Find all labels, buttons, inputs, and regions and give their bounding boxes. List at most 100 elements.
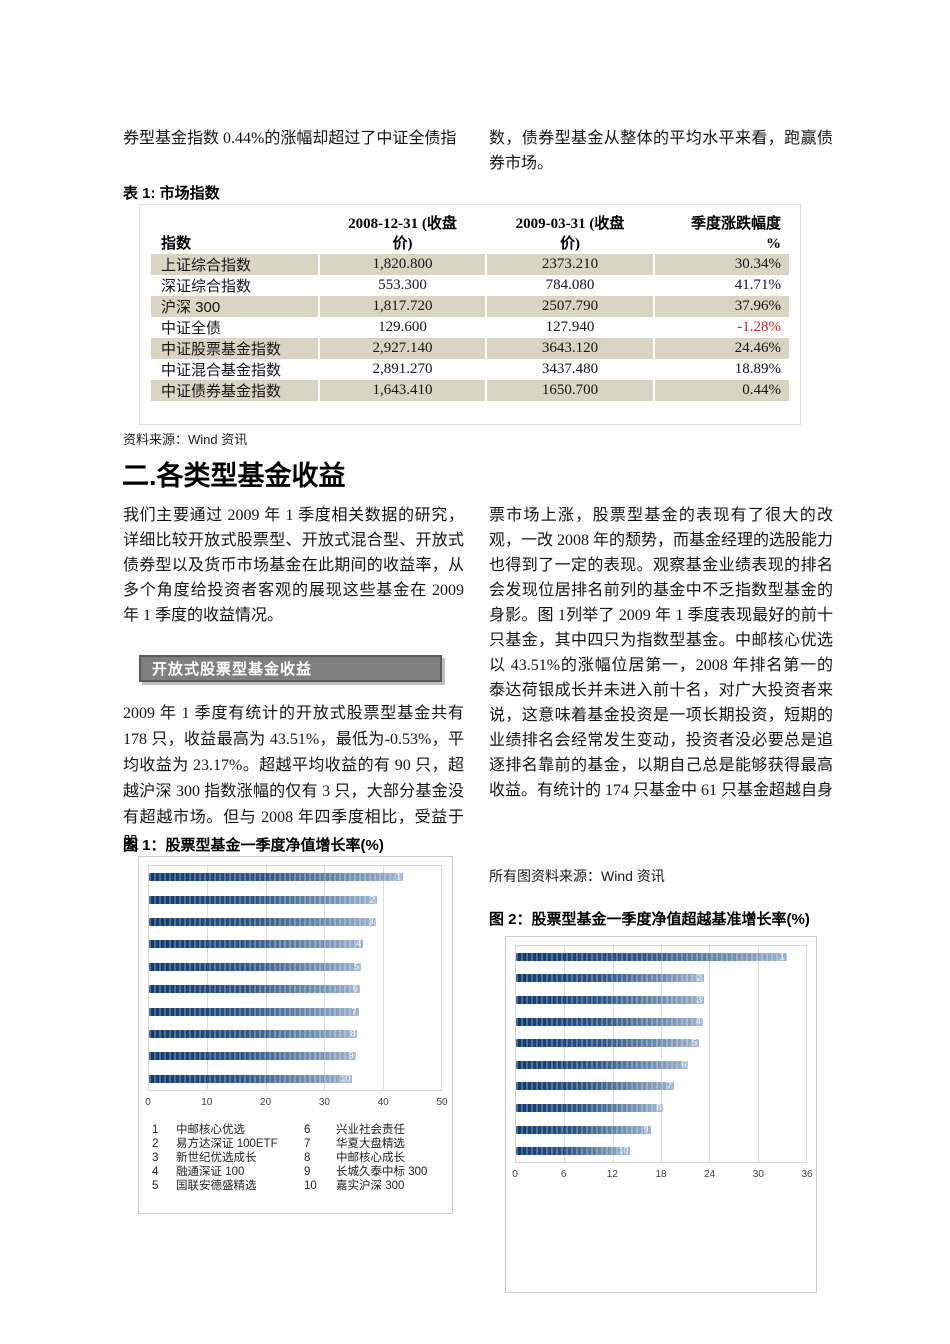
bar-row: 1	[516, 946, 806, 968]
bar-rank-label: 2	[696, 972, 702, 983]
quarter-change: 41.71%	[653, 275, 789, 296]
legend-rank: 2	[152, 1138, 159, 1150]
table-row: 中证股票基金指数 2,927.140 3643.120 24.46%	[151, 338, 789, 359]
index-name: 中证债券基金指数	[151, 380, 319, 401]
legend-fund-name: 兴业社会责任	[336, 1124, 405, 1136]
figure2-x-axis: 0 6 12 18 24 30 36	[512, 1169, 812, 1182]
section-heading: 二.各类型基金收益	[122, 461, 346, 491]
quarter-change: 18.89%	[653, 359, 789, 380]
bar-rank-label: 5	[691, 1037, 697, 1048]
table-row: 沪深 300 1,817.720 2507.790 37.96%	[151, 296, 789, 317]
figure2-title: 图 2：股票型基金一季度净值超越基准增长率(%)	[489, 911, 810, 928]
bar-rank-label: 2	[369, 894, 375, 905]
bar-row: 6	[149, 978, 441, 1000]
legend-fund-name: 中邮核心优选	[176, 1124, 245, 1136]
bar-rank-label: 1	[396, 871, 402, 882]
bar-rank-2: 2	[149, 894, 377, 905]
x-tick-label: 36	[801, 1169, 813, 1180]
bar-rank-10: 10	[516, 1146, 631, 1156]
bar-row: 9	[516, 1119, 806, 1141]
gridline	[207, 866, 209, 1090]
bar-row: 5	[149, 956, 441, 978]
bar-rank-label: 7	[666, 1080, 672, 1091]
bar-rank-label: 9	[348, 1050, 354, 1061]
bar-row: 4	[516, 1011, 806, 1033]
bar-rank-6: 6	[149, 984, 360, 994]
legend-fund-name: 长城久泰中标 300	[336, 1166, 428, 1178]
x-tick-label: 30	[318, 1097, 330, 1108]
quarter-change: -1.28%	[653, 317, 789, 338]
bar-rank-7: 7	[149, 1007, 359, 1016]
index-name: 深证综合指数	[161, 278, 252, 295]
legend-fund-name: 融通深证 100	[176, 1166, 245, 1178]
legend-rank: 4	[152, 1166, 159, 1178]
legend-rank: 8	[304, 1152, 311, 1164]
legend-fund-name: 易方达深证 100ETF	[176, 1138, 278, 1150]
index-name: 中证混合基金指数	[161, 362, 282, 379]
bar-rank-label: 1	[779, 951, 785, 962]
close-2008: 1,820.800	[318, 254, 486, 275]
subsection-title: 开放式股票型基金收益	[152, 661, 313, 678]
bar-rank-8: 8	[149, 1028, 358, 1039]
bar-row: 3	[516, 989, 806, 1011]
col-header-close-2008: 2008-12-31 (收盘 价)	[348, 216, 457, 252]
bar-row: 8	[516, 1097, 806, 1119]
close-2008: 1,643.410	[318, 380, 486, 401]
bar-rank-label: 8	[656, 1102, 662, 1113]
x-tick-label: 30	[752, 1169, 764, 1180]
close-2009: 127.940	[485, 317, 654, 338]
figure2-chart: 1 2 3 4 5 6 7 8 9 10 0 6 12 18 24 30 36	[505, 936, 817, 1293]
bar-rank-8: 8	[516, 1102, 664, 1113]
bar-rank-label: 10	[340, 1073, 351, 1084]
bar-rank-label: 9	[643, 1124, 649, 1135]
table1-source: 资料来源：Wind 资讯	[123, 432, 248, 447]
bar-rank-10: 10	[149, 1073, 353, 1084]
bar-rank-label: 6	[681, 1059, 687, 1070]
legend-rank: 9	[304, 1166, 311, 1178]
close-2009: 1650.700	[485, 380, 654, 401]
table1-title: 表 1: 市场指数	[123, 185, 220, 202]
legend-fund-name: 国联安德盛精选	[176, 1180, 257, 1192]
bar-rank-1: 1	[516, 951, 787, 962]
bar-rank-7: 7	[516, 1080, 674, 1091]
bar-row: 7	[149, 1000, 441, 1022]
bar-rank-2: 2	[516, 972, 704, 983]
table-row: 中证全债 129.600 127.940 -1.28%	[151, 317, 789, 338]
bar-rank-4: 4	[516, 1017, 703, 1026]
close-2008: 1,817.720	[318, 296, 486, 317]
market-index-table-body: 上证综合指数 1,820.800 2373.210 30.34% 深证综合指数 553.3…	[151, 254, 789, 401]
bar-rank-1: 1	[149, 871, 404, 882]
subsection-header-bar: 开放式股票型基金收益	[139, 655, 442, 682]
x-tick-label: 12	[606, 1169, 618, 1180]
section-paragraph-left-1: 我们主要通过 2009 年 1 季度相关数据的研究，详细比较开放式股票型、开放式…	[123, 507, 464, 624]
close-2009: 784.080	[485, 275, 654, 296]
close-2009: 2373.210	[485, 254, 654, 275]
bar-row: 8	[149, 1023, 441, 1045]
gridline	[661, 946, 662, 1162]
bar-rank-6: 6	[516, 1059, 689, 1070]
close-2008: 2,891.270	[318, 359, 486, 380]
bar-rank-label: 8	[350, 1028, 356, 1039]
col-header-index: 指数	[161, 235, 192, 252]
figure2-plot: 1 2 3 4 5 6 7 8 9 10	[515, 945, 807, 1163]
quarter-change: 30.34%	[653, 254, 789, 275]
table-row: 深证综合指数 553.300 784.080 41.71%	[151, 275, 789, 296]
section-paragraph-right: 票市场上涨，股票型基金的表现有了很大的改观，一改 2008 年的颓势，而基金经理…	[489, 507, 834, 799]
figure1-plot: 1 2 3 4 5 6 7 8 9 10	[148, 865, 442, 1091]
bar-row: 7	[516, 1076, 806, 1098]
bar-row: 10	[516, 1140, 806, 1162]
table-header-row: 指数 2008-12-31 (收盘 价) 2009-03-31 (收盘 价) 季…	[151, 215, 789, 254]
gridline	[709, 946, 711, 1162]
x-tick-label: 18	[655, 1169, 667, 1180]
close-2008: 553.300	[318, 275, 486, 296]
figure1-title: 图 1：股票型基金一季度净值增长率(%)	[123, 837, 384, 854]
bar-row: 9	[149, 1045, 441, 1067]
close-2008: 129.600	[318, 317, 486, 338]
figures-source: 所有图资料来源：Wind 资讯	[489, 868, 665, 884]
figure1-x-axis: 0 10 20 30 40 50	[145, 1097, 447, 1110]
intro-paragraph-left: 券型基金指数 0.44%的涨幅却超过了中证全债指	[123, 130, 457, 147]
bar-rank-label: 3	[368, 916, 374, 927]
bar-rank-4: 4	[149, 939, 364, 949]
quarter-change: 24.46%	[653, 338, 789, 359]
legend-rank: 1	[152, 1124, 159, 1136]
